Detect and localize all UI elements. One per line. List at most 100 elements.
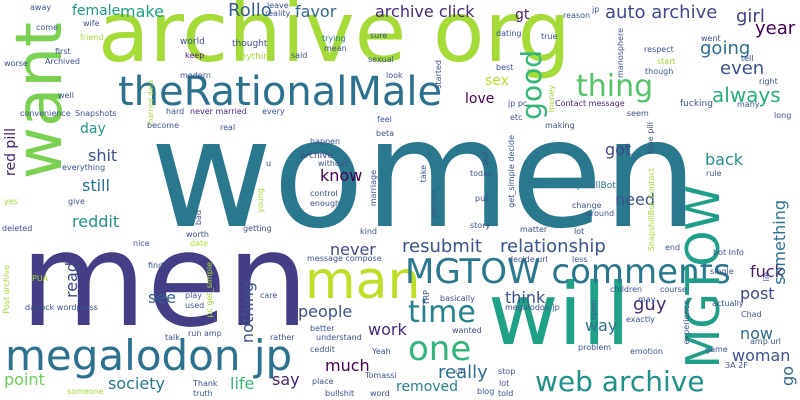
word-female: female bbox=[72, 3, 121, 19]
word-rollo: Rollo bbox=[228, 0, 272, 21]
word-better: better bbox=[310, 324, 335, 333]
word-may: may bbox=[638, 295, 656, 304]
word-used: used bbox=[185, 301, 205, 310]
word-fucking: fucking bbox=[680, 99, 713, 109]
word-talk: talk bbox=[165, 333, 180, 342]
word-man: man bbox=[305, 251, 421, 311]
word-feel: feel bbox=[377, 115, 392, 124]
word-end: end bbox=[665, 243, 681, 252]
word-never: never bbox=[330, 240, 376, 259]
word-reality: reality bbox=[265, 9, 291, 18]
word-story: story bbox=[470, 221, 491, 230]
word-single: single bbox=[710, 267, 734, 276]
word-really: really bbox=[438, 362, 488, 383]
word-making: making bbox=[545, 121, 575, 130]
word-lot: lot bbox=[574, 227, 585, 236]
word-people: people bbox=[298, 302, 353, 321]
word-tomassi: Tomassi bbox=[365, 371, 397, 380]
word-message-compose: message compose bbox=[307, 254, 382, 263]
word-bullshit: bullshit bbox=[325, 389, 355, 398]
word-give: give bbox=[68, 197, 85, 206]
word-day: day bbox=[80, 121, 106, 137]
word-rule: rule bbox=[706, 169, 722, 178]
word-dalrock-wordpress: dalrock wordpress bbox=[25, 303, 98, 312]
word-exactly: exactly bbox=[626, 315, 655, 324]
word-snapshots: Snapshots bbox=[75, 109, 117, 118]
word-best: best bbox=[496, 63, 514, 72]
word-deleted: deleted bbox=[2, 224, 33, 233]
word-amp-url: amp url bbox=[750, 337, 781, 346]
word-archive-org: archive org bbox=[98, 0, 571, 81]
word-truth: truth bbox=[193, 389, 213, 398]
word-leave: leave bbox=[267, 1, 289, 10]
word-therationalmale: theRationalMale bbox=[118, 69, 443, 115]
word-bot-info: bot Info bbox=[713, 248, 744, 257]
word-nice: nice bbox=[133, 239, 150, 248]
word-friend: friend bbox=[80, 33, 104, 42]
word-dating: dating bbox=[496, 29, 522, 38]
word-married-data: married data bbox=[147, 80, 155, 126]
word-worth: worth bbox=[186, 230, 209, 239]
word-life: life bbox=[230, 374, 255, 393]
word-convenience: convenience bbox=[20, 109, 71, 118]
word-mean: mean bbox=[324, 44, 347, 53]
word-web-archive: web archive bbox=[535, 365, 705, 398]
word-never-married: never married bbox=[190, 107, 247, 116]
word-actually: actually bbox=[712, 299, 744, 308]
word-post: post bbox=[740, 284, 775, 303]
word-resubmit: resubmit bbox=[402, 236, 482, 257]
word-archive-click: archive click bbox=[375, 2, 475, 21]
word-url: url bbox=[455, 367, 466, 376]
word-change: change bbox=[572, 201, 602, 210]
word-modern: modern bbox=[180, 71, 211, 80]
word-much: much bbox=[325, 356, 370, 375]
word-care: care bbox=[260, 291, 278, 300]
word-world: world bbox=[180, 37, 205, 47]
word-respect: respect bbox=[644, 45, 674, 54]
word-one: one bbox=[408, 329, 472, 369]
word-worse: worse bbox=[4, 59, 28, 68]
word-pua: PUA bbox=[32, 274, 49, 283]
word-chad: Chad bbox=[741, 310, 762, 319]
word-rather: rather bbox=[270, 333, 295, 342]
word-control: control bbox=[310, 189, 338, 198]
word-come: come bbox=[36, 23, 59, 32]
word-always: always bbox=[712, 83, 781, 107]
word-women: women bbox=[150, 88, 698, 262]
word-marriage: marriage bbox=[369, 170, 378, 207]
word-every: every bbox=[262, 107, 285, 116]
word-reddit: reddit bbox=[72, 212, 120, 231]
word-thought: thought bbox=[232, 39, 268, 49]
word-going: going bbox=[700, 38, 751, 59]
word-something: something bbox=[770, 200, 789, 285]
word-now: now bbox=[740, 324, 774, 343]
word-year: year bbox=[755, 18, 796, 39]
word-red-pill: red pill bbox=[3, 128, 19, 176]
word-wanted: wanted bbox=[452, 326, 482, 335]
word-young: young bbox=[256, 188, 265, 213]
word-society: society bbox=[108, 374, 165, 393]
word-thank: Thank bbox=[193, 379, 218, 388]
word-less: less bbox=[572, 255, 588, 264]
word-nothing: nothing bbox=[238, 282, 257, 344]
word-person: person bbox=[429, 190, 438, 218]
word-reason: reason bbox=[563, 11, 591, 20]
word-decide-url: decide url bbox=[508, 255, 548, 264]
word-trying: trying bbox=[322, 34, 346, 43]
word-point: point bbox=[4, 370, 45, 389]
word-girl: girl bbox=[736, 6, 765, 27]
word-word: word bbox=[370, 389, 390, 398]
word-shit: shit bbox=[88, 146, 118, 165]
word-guy: guy bbox=[633, 294, 667, 315]
word-still: still bbox=[82, 176, 110, 195]
word-megalodon-jp: megalodon jp bbox=[5, 331, 293, 380]
word-time: time bbox=[408, 295, 476, 330]
word-everything: everything bbox=[62, 163, 106, 172]
word-need: need bbox=[615, 190, 655, 209]
word-basically: basically bbox=[440, 294, 475, 303]
word-gt: gt bbox=[515, 7, 530, 23]
word-run-amp: run amp bbox=[188, 329, 222, 338]
word-sure: sure bbox=[370, 31, 388, 40]
word-got: got bbox=[605, 140, 632, 159]
word-right: right bbox=[759, 77, 778, 86]
